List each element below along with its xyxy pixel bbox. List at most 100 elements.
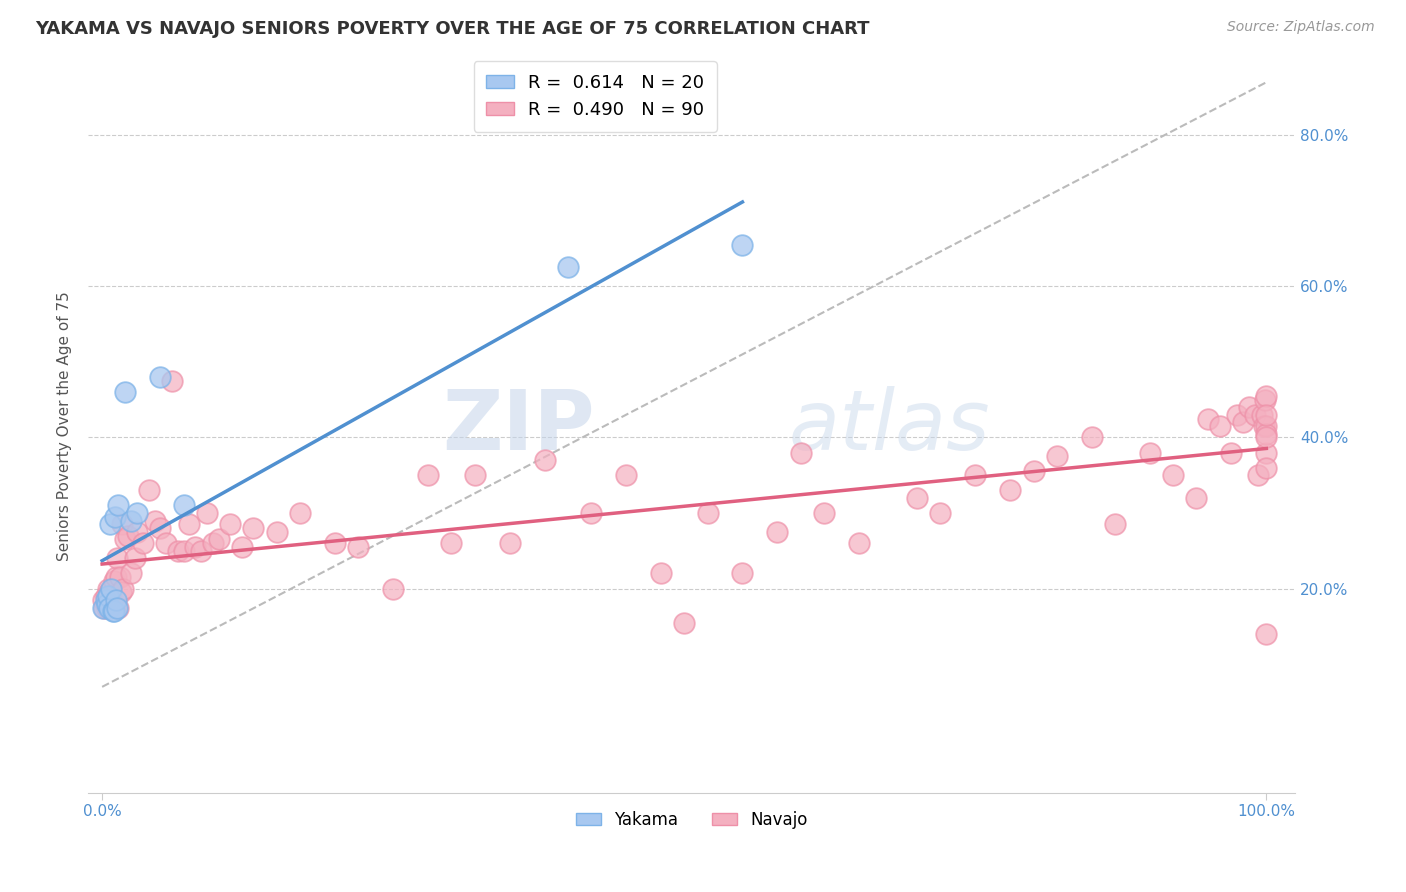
Point [105,570,128,584]
Point [190,544,212,558]
Point [207,533,229,547]
Point [766,524,789,539]
Point [105,600,128,615]
Point [1220,445,1243,459]
Point [1000,483,1022,498]
Point [125,506,148,520]
Point [905,491,928,505]
Point [105,593,128,607]
Point [101,597,124,611]
Point [1232,415,1254,429]
Point [1104,517,1126,532]
Text: atlas: atlas [789,385,990,467]
Point [120,514,142,528]
Point [579,506,602,520]
Point [125,524,148,539]
Point [143,514,166,528]
Point [731,237,754,252]
Point [1256,627,1278,641]
Point [1209,419,1232,434]
Point [97,582,120,596]
Point [105,551,128,566]
Point [184,540,207,554]
Point [117,529,139,543]
Point [789,445,811,459]
Point [929,506,952,520]
Point [533,453,555,467]
Point [104,600,127,615]
Point [108,570,131,584]
Point [104,509,127,524]
Point [97,589,120,603]
Point [1161,468,1184,483]
Point [231,540,253,554]
Point [96,597,118,611]
Point [813,506,835,520]
Point [112,582,135,596]
Point [1256,460,1278,475]
Point [114,533,136,547]
Point [110,585,132,599]
Point [1253,419,1275,434]
Text: Source: ZipAtlas.com: Source: ZipAtlas.com [1227,20,1375,34]
Point [1226,408,1249,422]
Point [1256,389,1278,403]
Point [138,483,160,498]
Point [242,521,264,535]
Point [96,600,118,615]
Point [347,540,370,554]
Point [173,544,195,558]
Point [1256,419,1278,434]
Point [98,600,121,615]
Point [288,506,311,520]
Point [120,566,142,581]
Point [1022,465,1045,479]
Point [731,566,754,581]
Point [1256,426,1278,441]
Point [696,506,718,520]
Point [1046,450,1069,464]
Point [103,604,125,618]
Point [614,468,637,483]
Point [149,370,172,384]
Point [107,600,129,615]
Point [94,593,117,607]
Point [1256,430,1278,444]
Point [1237,401,1260,415]
Point [111,517,134,532]
Point [91,593,114,607]
Point [114,385,136,400]
Point [98,517,121,532]
Point [464,468,486,483]
Point [155,536,177,550]
Point [557,260,579,275]
Point [1080,430,1102,444]
Point [100,582,122,596]
Point [1256,408,1278,422]
Point [91,600,114,615]
Y-axis label: Seniors Poverty Over the Age of 75: Seniors Poverty Over the Age of 75 [58,292,72,561]
Point [1247,468,1270,483]
Point [650,566,672,581]
Text: YAKAMA VS NAVAJO SENIORS POVERTY OVER THE AGE OF 75 CORRELATION CHART: YAKAMA VS NAVAJO SENIORS POVERTY OVER TH… [35,20,870,37]
Point [1254,392,1277,407]
Point [149,521,172,535]
Point [266,524,288,539]
Point [98,585,121,599]
Point [1250,408,1272,422]
Point [201,536,224,550]
Point [103,574,125,588]
Point [323,536,346,550]
Point [98,600,121,615]
Point [1139,445,1161,459]
Point [132,536,155,550]
Point [1185,491,1208,505]
Point [173,499,195,513]
Point [1197,411,1219,425]
Legend: Yakama, Navajo: Yakama, Navajo [569,805,814,836]
Point [673,615,696,630]
Point [848,536,870,550]
Point [107,499,129,513]
Point [965,468,987,483]
Point [160,374,183,388]
